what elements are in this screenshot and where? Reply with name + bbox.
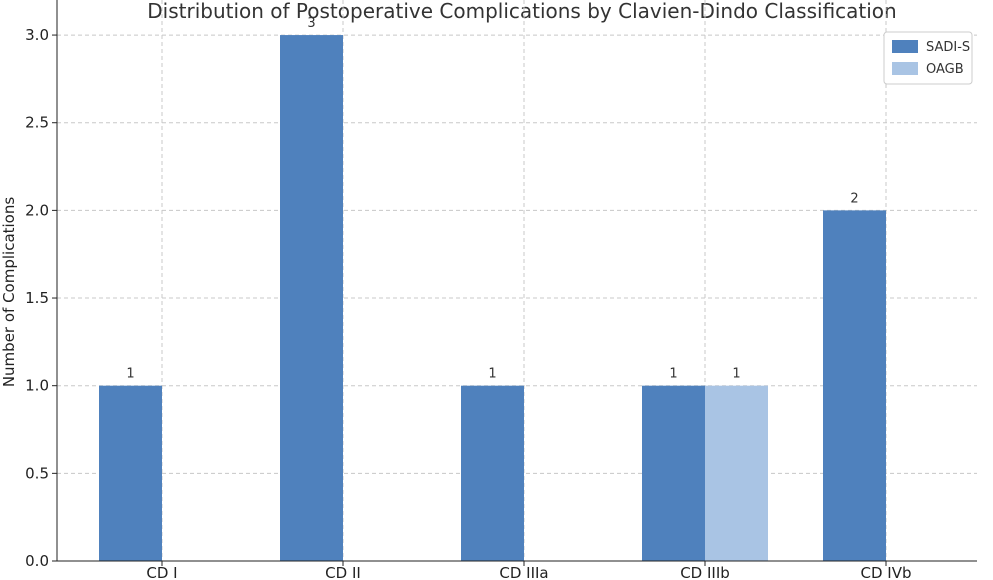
- bar-sadi-s-0: [99, 385, 162, 561]
- value-labels-layer: 1 3 1 1 2 1: [126, 16, 858, 382]
- bar-sadi-s-4: [823, 210, 886, 561]
- legend: SADI-S OAGB: [883, 31, 973, 85]
- bar-value-label: 2: [850, 191, 858, 206]
- bars-layer: [99, 35, 886, 561]
- y-tick-label: 0.0: [25, 552, 49, 570]
- x-tick-label: CD IIIa: [499, 564, 548, 580]
- y-tick-label: 2.0: [25, 201, 49, 219]
- legend-swatch: [892, 40, 918, 53]
- bar-oagb-3: [705, 385, 768, 561]
- y-tick-label: 0.5: [25, 464, 49, 482]
- y-axis-label: Number of Complications: [0, 197, 18, 388]
- y-tick-label: 1.5: [25, 289, 49, 307]
- bar-value-label: 3: [307, 16, 315, 31]
- bar-value-label: 1: [732, 367, 740, 382]
- bar-value-label: 1: [488, 367, 496, 382]
- y-tick-label: 1.0: [25, 377, 49, 395]
- bar-sadi-s-1: [280, 35, 343, 561]
- x-tick-label: CD IVb: [861, 564, 912, 580]
- x-tick-label: CD IIIb: [680, 564, 730, 580]
- y-tick-label: 2.5: [25, 114, 49, 132]
- bar-value-label: 1: [126, 367, 134, 382]
- x-tick-label: CD II: [325, 564, 361, 580]
- bar-value-label: 1: [669, 367, 677, 382]
- legend-label: OAGB: [926, 62, 964, 77]
- chart-title: Distribution of Postoperative Complicati…: [147, 0, 896, 23]
- bar-sadi-s-3: [642, 385, 705, 561]
- bar-sadi-s-2: [461, 385, 524, 561]
- legend-swatch: [892, 62, 918, 75]
- y-tick-label: 3.0: [25, 26, 49, 44]
- x-tick-label: CD I: [146, 564, 177, 580]
- axes-layer: 0.0 0.5 1.0 1.5 2.0 2.5 3.0 CD I CD II CD IIIa CD …: [25, 0, 977, 580]
- legend-label: SADI-S: [926, 40, 970, 55]
